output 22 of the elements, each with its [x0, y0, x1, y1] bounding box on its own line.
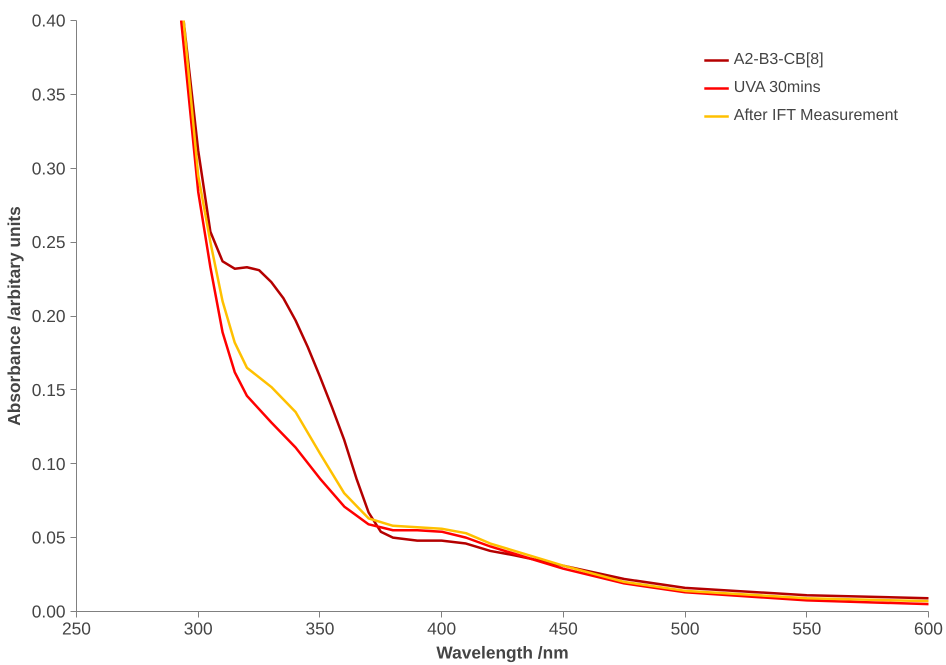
y-tick-label: 0.10: [32, 454, 66, 474]
y-tick-label: 0.30: [32, 158, 66, 178]
x-tick-label: 500: [670, 618, 700, 638]
y-axis-title: Absorbance /arbitary units: [4, 206, 24, 426]
x-tick-label: 450: [548, 618, 578, 638]
y-tick-label: 0.00: [32, 602, 66, 622]
legend-label: UVA 30mins: [734, 79, 821, 97]
x-tick-label: 300: [184, 618, 213, 638]
x-tick-label: 550: [792, 618, 822, 638]
x-tick-label: 350: [305, 618, 334, 638]
legend-label: After IFT Measurement: [734, 107, 898, 125]
x-tick-label: 400: [427, 618, 456, 638]
x-axis-title: Wavelength /nm: [436, 642, 569, 662]
y-tick-label: 0.15: [32, 380, 66, 400]
y-tick-label: 0.05: [32, 528, 66, 548]
y-tick-label: 0.25: [32, 232, 66, 252]
y-tick-label: 0.20: [32, 306, 66, 326]
legend-label: A2-B3-CB[8]: [734, 51, 824, 69]
y-tick-label: 0.35: [32, 84, 66, 104]
x-tick-label: 250: [62, 618, 91, 638]
y-tick-label: 0.40: [32, 10, 66, 30]
x-tick-label: 600: [914, 618, 943, 638]
